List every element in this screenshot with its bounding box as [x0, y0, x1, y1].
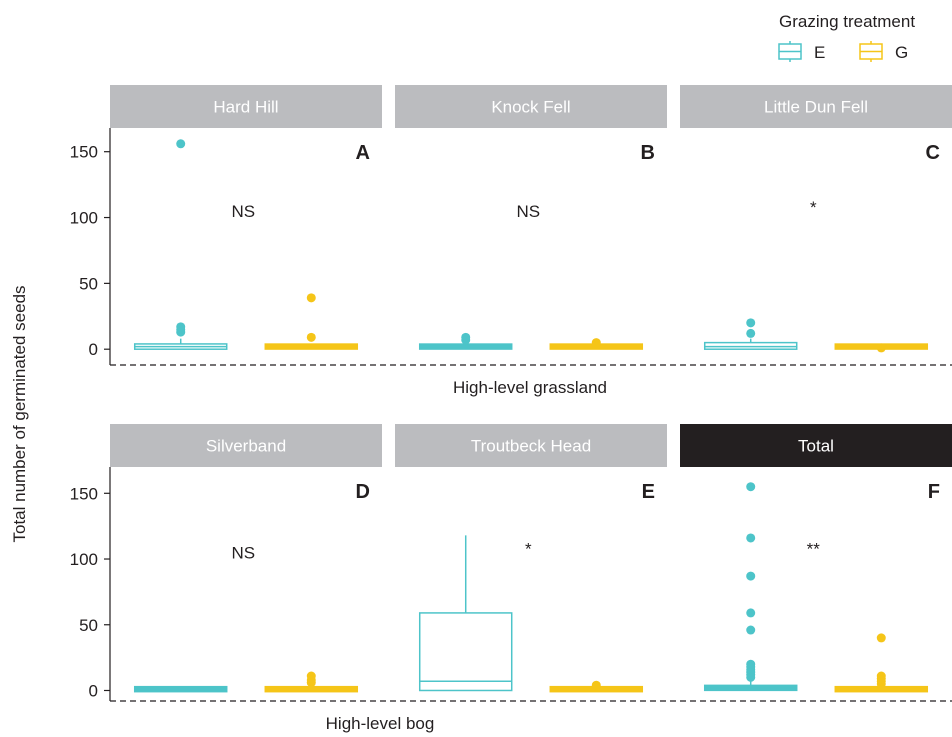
panel-letter: A: [356, 142, 370, 164]
box-G: [834, 343, 929, 353]
outlier-point: [176, 139, 186, 149]
significance-label: *: [810, 198, 817, 217]
y-tick-label: 150: [70, 484, 98, 503]
strip-label: Troutbeck Head: [471, 437, 591, 456]
significance-label: NS: [516, 202, 540, 221]
strip-background: [110, 424, 382, 467]
y-tick-label: 150: [70, 143, 98, 162]
legend-label-E: E: [814, 43, 825, 62]
strip-label: Knock Fell: [491, 98, 570, 117]
box-G: [834, 633, 929, 693]
panel-A: Hard Hill A NS: [110, 85, 382, 350]
row-label-grassland: High-level grassland: [453, 378, 607, 397]
y-axis-row-1: 0 50 100 150: [70, 128, 111, 365]
box-E: [418, 535, 513, 692]
legend-title: Grazing treatment: [779, 12, 915, 31]
outlier-point: [176, 322, 186, 332]
box-E: [133, 685, 228, 693]
y-tick-label: 0: [89, 340, 98, 359]
y-axis-row-2: 0 50 100 150: [70, 467, 111, 701]
strip-label: Little Dun Fell: [764, 98, 868, 117]
outlier-point: [306, 671, 316, 681]
outlier-point: [461, 332, 471, 342]
outlier-point: [746, 318, 756, 328]
panel-E: Troutbeck Head E *: [395, 424, 667, 693]
box-G: [549, 680, 644, 693]
strip-label: Hard Hill: [213, 98, 278, 117]
outlier-point: [591, 338, 601, 348]
legend-key-G: G: [859, 41, 908, 62]
y-tick-label: 100: [70, 209, 98, 228]
outlier-point: [876, 671, 886, 681]
panel-letter: E: [642, 481, 655, 503]
strip-background: [395, 424, 667, 467]
significance-label: **: [807, 539, 821, 558]
panel-letter: F: [928, 481, 940, 503]
panel-B: Knock Fell B NS: [395, 85, 667, 350]
outlier-point: [746, 608, 756, 618]
outlier-point: [746, 625, 756, 635]
row-label-bog: High-level bog: [326, 714, 435, 733]
box-body: [418, 612, 513, 692]
outlier-point: [746, 533, 756, 543]
outlier-point: [591, 680, 601, 690]
significance-label: NS: [231, 202, 255, 221]
y-tick-label: 50: [79, 616, 98, 635]
panel-F: Total F **: [680, 424, 952, 693]
panel-C: Little Dun Fell C *: [680, 85, 952, 353]
box-G: [549, 338, 644, 350]
box-E: [418, 332, 513, 350]
panel-letter: C: [926, 142, 940, 164]
legend-label-G: G: [895, 43, 908, 62]
strip-background: [395, 85, 667, 128]
panel-D: Silverband D NS: [110, 424, 382, 693]
outlier-point: [746, 482, 756, 492]
significance-label: NS: [231, 543, 255, 562]
legend-key-E: E: [778, 41, 825, 62]
box-E: [703, 318, 798, 350]
strip-background: [680, 85, 952, 128]
panel-letter: B: [641, 142, 655, 164]
panels: Hard Hill A NS Knock Fell B NS Little Dun Fell…: [110, 85, 952, 693]
box-G: [264, 671, 359, 693]
box-G: [264, 293, 359, 350]
outlier-point: [306, 293, 316, 303]
outlier-point: [746, 571, 756, 581]
y-axis-title: Total number of germinated seeds: [10, 285, 29, 542]
outlier-point: [876, 343, 886, 353]
outlier-point: [746, 659, 756, 669]
y-tick-label: 100: [70, 550, 98, 569]
strip-label: Total: [798, 437, 834, 456]
y-tick-label: 0: [89, 681, 98, 700]
box-E: [133, 139, 228, 350]
y-tick-label: 50: [79, 274, 98, 293]
panel-letter: D: [356, 481, 370, 503]
box-E: [703, 482, 798, 692]
significance-label: *: [525, 539, 532, 558]
strip-background: [110, 85, 382, 128]
outlier-point: [746, 328, 756, 338]
strip-background: [680, 424, 952, 467]
outlier-point: [306, 332, 316, 342]
legend: Grazing treatment E G: [778, 12, 915, 62]
strip-label: Silverband: [206, 437, 286, 456]
outlier-point: [876, 633, 886, 643]
